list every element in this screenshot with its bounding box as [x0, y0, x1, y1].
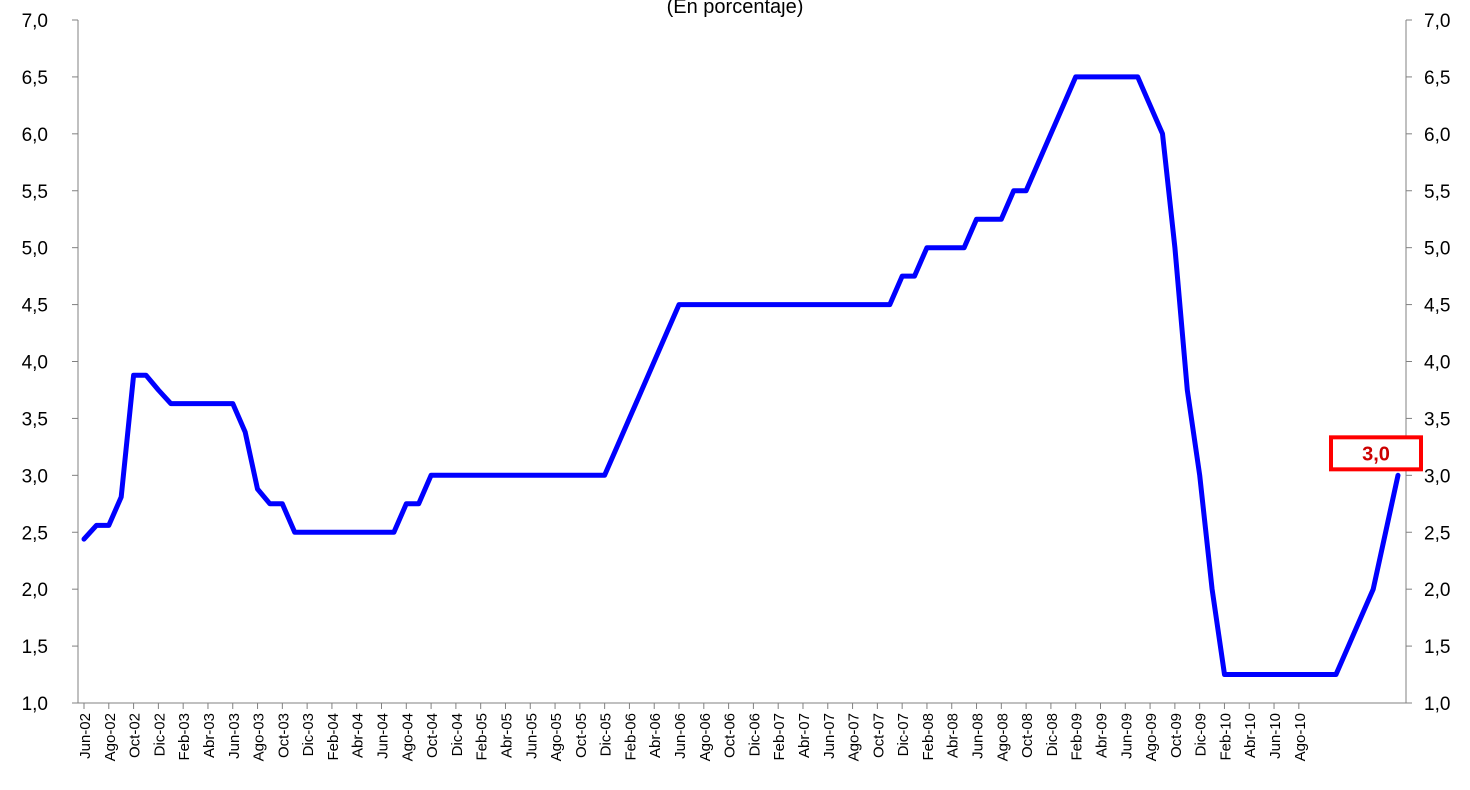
x-tick-label: Oct-06 [722, 713, 739, 758]
right-y-tick-label: 6,5 [1424, 68, 1450, 89]
left-y-tick-label: 7,0 [22, 11, 48, 32]
right-y-tick-label: 5,0 [1424, 239, 1450, 260]
left-y-tick-label: 5,5 [22, 182, 48, 203]
left-y-tick-label: 2,5 [22, 523, 48, 544]
chart-subtitle: (En porcentaje) [666, 0, 804, 18]
last-value-annotation: 3,0 [1329, 435, 1423, 472]
x-tick-label: Dic-02 [151, 713, 168, 756]
x-tick-label: Jun-07 [821, 713, 838, 759]
x-tick-label: Jun-08 [970, 713, 987, 759]
x-tick-label: Ago-06 [697, 713, 714, 761]
x-tick-label: Dic-03 [300, 713, 317, 756]
x-tick-label: Jun-10 [1267, 713, 1284, 759]
x-tick-label: Ago-07 [846, 713, 863, 761]
x-tick-label: Ago-08 [994, 713, 1011, 761]
x-tick-label: Abr-06 [647, 713, 664, 758]
x-tick-label: Jun-06 [672, 713, 689, 759]
x-tick-label: Feb-08 [920, 713, 937, 761]
right-y-tick-label: 2,0 [1424, 580, 1450, 601]
x-tick-label: Oct-09 [1168, 713, 1185, 758]
x-tick-label: Feb-06 [622, 713, 639, 761]
right-y-tick-label: 4,0 [1424, 353, 1450, 374]
left-y-tick-label: 2,0 [22, 580, 48, 601]
right-y-tick-label: 1,0 [1424, 694, 1450, 715]
x-tick-label: Abr-04 [350, 713, 367, 758]
annotation-box [1329, 435, 1423, 472]
x-tick-label: Ago-09 [1143, 713, 1160, 761]
x-tick-label: Jun-04 [375, 713, 392, 759]
x-tick-label: Oct-05 [573, 713, 590, 758]
left-y-tick-label: 5,0 [22, 239, 48, 260]
x-tick-label: Oct-03 [275, 713, 292, 758]
x-tick-label: Dic-04 [449, 713, 466, 756]
x-tick-label: Dic-06 [746, 713, 763, 756]
x-tick-label: Dic-08 [1044, 713, 1061, 756]
x-tick-label: Jun-03 [226, 713, 243, 759]
left-y-tick-label: 1,5 [22, 637, 48, 658]
annotation-label: 3,0 [1362, 443, 1390, 465]
x-tick-label: Abr-08 [945, 713, 962, 758]
right-y-tick-label: 7,0 [1424, 11, 1450, 32]
left-y-tick-label: 3,5 [22, 409, 48, 430]
x-tick-label: Feb-04 [325, 713, 342, 761]
right-y-tick-label: 2,5 [1424, 523, 1450, 544]
x-tick-label: Jun-05 [523, 713, 540, 759]
right-y-tick-label: 3,5 [1424, 409, 1450, 430]
right-y-tick-label: 3,0 [1424, 466, 1450, 487]
x-tick-label: Oct-04 [424, 713, 441, 758]
left-y-tick-label: 1,0 [22, 694, 48, 715]
x-tick-label: Feb-10 [1217, 713, 1234, 761]
x-tick-label: Abr-09 [1093, 713, 1110, 758]
x-tick-label: Feb-03 [176, 713, 193, 761]
x-tick-label: Abr-10 [1242, 713, 1259, 758]
right-y-tick-label: 5,5 [1424, 182, 1450, 203]
x-tick-label: Feb-05 [474, 713, 491, 761]
x-tick-label: Oct-02 [127, 713, 144, 758]
x-tick-label: Dic-05 [598, 713, 615, 756]
x-tick-label: Oct-08 [1019, 713, 1036, 758]
left-y-axis: 1,0 1,5 2,0 2,5 3,0 3,5 4,0 4,5 5,0 5,5 6,0 6,5 7,0 [22, 11, 79, 715]
left-y-tick-label: 6,5 [22, 68, 48, 89]
x-tick-label: Ago-04 [399, 713, 416, 761]
right-y-tick-label: 6,0 [1424, 125, 1450, 146]
x-tick-label: Jun-09 [1118, 713, 1135, 759]
x-tick-label: Feb-07 [771, 713, 788, 761]
right-y-tick-label: 4,5 [1424, 296, 1450, 317]
left-y-tick-label: 6,0 [22, 125, 48, 146]
x-tick-label: Dic-09 [1193, 713, 1210, 756]
x-tick-label: Ago-05 [548, 713, 565, 761]
x-axis: Jun-02 Ago-02 Oct-02 Dic-02 Feb-03 Abr-03 Jun-… [77, 702, 1406, 761]
x-tick-label: Ago-02 [102, 713, 119, 761]
x-tick-label: Abr-05 [498, 713, 515, 758]
series-line [81, 74, 1401, 677]
right-y-tick-label: 1,5 [1424, 637, 1450, 658]
x-tick-label: Ago-03 [251, 713, 268, 761]
x-tick-label: Abr-03 [201, 713, 218, 758]
x-tick-label: Jun-02 [77, 713, 94, 759]
left-y-tick-label: 4,5 [22, 296, 48, 317]
right-y-axis: 1,0 1,5 2,0 2,5 3,0 3,5 4,0 4,5 5,0 5,5 6,0 6,5 7,0 [1405, 11, 1450, 715]
series-group [81, 74, 1401, 677]
x-tick-label: Dic-07 [895, 713, 912, 756]
x-tick-label: Feb-09 [1069, 713, 1086, 761]
x-tick-label: Oct-07 [870, 713, 887, 758]
left-y-tick-label: 3,0 [22, 466, 48, 487]
x-tick-label: Ago-10 [1292, 713, 1309, 761]
x-tick-label: Abr-07 [796, 713, 813, 758]
left-y-tick-label: 4,0 [22, 353, 48, 374]
